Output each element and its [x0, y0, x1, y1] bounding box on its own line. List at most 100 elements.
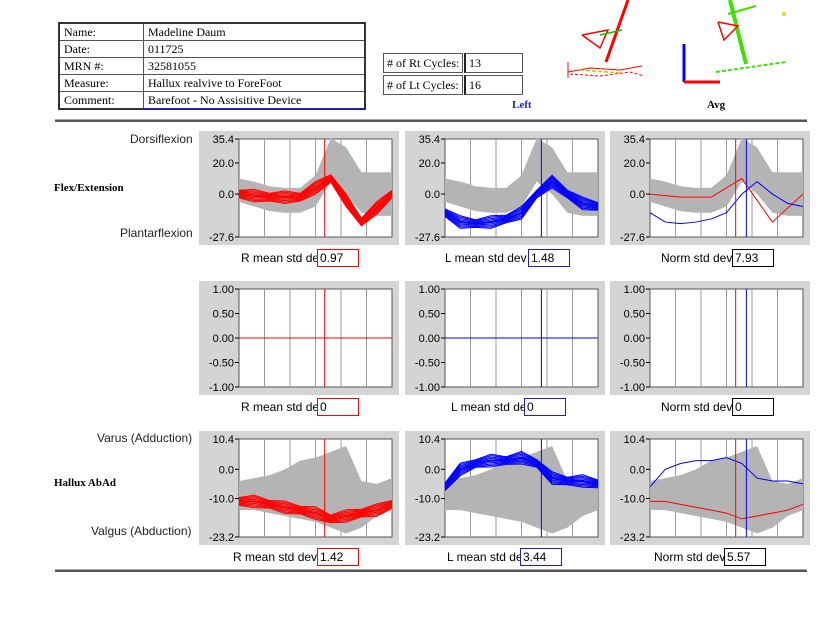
lt-cycles-field[interactable]: 16: [464, 75, 523, 95]
patient-info-value[interactable]: Hallux realvive to ForeFoot: [143, 74, 366, 92]
gait-chart-panel: 1.00 0.50 0.00 -0.50 -1.00: [610, 281, 810, 395]
patient-info-value[interactable]: Madeline Daum: [143, 22, 366, 41]
series-line: [444, 174, 599, 221]
y-tick-label: -27.6: [620, 232, 645, 244]
gait-chart-panel: 10.4 0.0 -10.0 -23.2: [405, 431, 605, 545]
separator-top: [55, 119, 807, 122]
y-tick-label: 35.4: [419, 134, 440, 146]
patient-info-row: Comment: Barefoot - No Assisitive Device: [58, 91, 366, 110]
series-line: [444, 459, 599, 489]
series-line: [444, 457, 599, 488]
norm-band: [445, 446, 598, 534]
patient-info-value[interactable]: 32581055: [143, 57, 366, 75]
std-dev-value-field[interactable]: 1.48: [528, 249, 570, 267]
std-dev-value-field[interactable]: 0.97: [317, 249, 359, 267]
patient-info-label: Measure:: [58, 74, 144, 92]
series-line: [238, 180, 393, 226]
series-line: [444, 452, 599, 485]
gait-chart-panel: 35.4 20.0 0.0 -27.6: [199, 131, 399, 245]
series-line: [238, 179, 393, 225]
series-line: [649, 177, 804, 223]
y-tick-label: -27.6: [415, 232, 440, 244]
series-line: [238, 175, 393, 221]
patient-info-value[interactable]: Barefoot - No Assisitive Device: [143, 91, 366, 110]
norm-band: [650, 446, 803, 534]
gait-chart-panel: 10.4 0.0 -10.0 -23.2: [610, 431, 810, 545]
std-dev-value-field[interactable]: 0: [524, 398, 566, 416]
y-tick-label: 0.00: [213, 333, 234, 345]
row1-title: Flex/Extension: [54, 182, 124, 194]
y-tick-label: 0.0: [630, 464, 645, 476]
y-tick-label: -10.0: [415, 494, 440, 506]
norm-band: [650, 138, 803, 216]
y-tick-label: -1.00: [620, 382, 645, 394]
series-line: [238, 503, 393, 523]
left-foot-3d-view: [567, 0, 645, 78]
avg-view-label: Avg: [707, 99, 726, 111]
series-line: [444, 177, 599, 223]
row3-title: Hallux AbAd: [54, 477, 117, 489]
rt-cycles-label: # of Rt Cycles:: [383, 53, 464, 73]
std-dev-value-field[interactable]: 7.93: [732, 249, 774, 267]
y-tick-label: 0.50: [419, 309, 440, 321]
series-line: [444, 183, 599, 226]
y-tick-label: 10.4: [213, 434, 234, 446]
series-line: [444, 453, 599, 486]
std-dev-value-field[interactable]: 5.57: [724, 548, 766, 566]
series-line: [444, 176, 599, 222]
gait-chart-panel: 1.00 0.50 0.00 -0.50 -1.00: [199, 281, 399, 395]
std-dev-label: Norm std dev: [661, 400, 733, 414]
gait-chart-panel: 35.4 20.0 0.0 -27.6: [610, 131, 810, 245]
series-line: [650, 500, 804, 520]
y-tick-label: 1.00: [213, 284, 234, 296]
series-line: [444, 187, 599, 229]
series-line: [238, 496, 393, 517]
y-tick-label: 1.00: [624, 284, 645, 296]
patient-info-value[interactable]: 011725: [143, 40, 366, 58]
separator-bottom: [55, 569, 807, 572]
y-tick-label: 0.0: [630, 189, 645, 201]
std-dev-label: R mean std dev: [241, 400, 326, 414]
std-dev-value-field[interactable]: 0: [732, 398, 774, 416]
row3-bottom-label: Valgus (Abduction): [91, 524, 192, 538]
patient-info-label: Comment:: [58, 91, 144, 110]
y-tick-label: 10.4: [419, 434, 440, 446]
y-tick-label: -0.50: [209, 358, 234, 370]
y-tick-label: 0.0: [425, 464, 440, 476]
y-tick-label: -0.50: [620, 358, 645, 370]
y-tick-label: -10.0: [209, 494, 234, 506]
y-tick-label: 20.0: [624, 158, 645, 170]
patient-info-row: Date: 011725: [58, 40, 366, 58]
std-dev-label: L mean std dev: [451, 400, 533, 414]
series-line: [238, 179, 393, 225]
series-line: [238, 176, 393, 222]
series-line: [444, 455, 599, 486]
row1-top-label: Dorsiflexion: [130, 132, 193, 146]
std-dev-value-field[interactable]: 1.42: [317, 548, 359, 566]
series-line: [238, 504, 393, 524]
series-line: [238, 174, 393, 220]
series-line: [444, 178, 599, 223]
series-line: [238, 502, 393, 521]
series-line: [238, 177, 393, 223]
gait-chart-panel: 10.4 0.0 -10.0 -23.2: [199, 431, 399, 545]
series-line: [238, 181, 393, 227]
y-tick-label: 0.50: [624, 309, 645, 321]
std-dev-label: Norm std dev: [654, 550, 726, 564]
y-tick-label: 20.0: [419, 158, 440, 170]
std-dev-value-field[interactable]: 3.44: [520, 548, 562, 566]
y-tick-label: -23.2: [209, 532, 234, 544]
std-dev-label: R mean std dev: [241, 251, 326, 265]
rt-cycles-field[interactable]: 13: [464, 53, 523, 73]
y-tick-label: 10.4: [624, 434, 645, 446]
y-tick-label: 0.0: [425, 189, 440, 201]
std-dev-value-field[interactable]: 0: [317, 398, 359, 416]
series-line: [444, 184, 599, 227]
patient-info-label: Date:: [58, 40, 144, 58]
y-tick-label: 1.00: [419, 284, 440, 296]
series-line: [238, 498, 393, 519]
series-line: [238, 497, 393, 518]
patient-info-row: Name: Madeline Daum: [58, 22, 366, 41]
y-tick-label: 35.4: [213, 134, 234, 146]
y-tick-label: -23.2: [620, 532, 645, 544]
